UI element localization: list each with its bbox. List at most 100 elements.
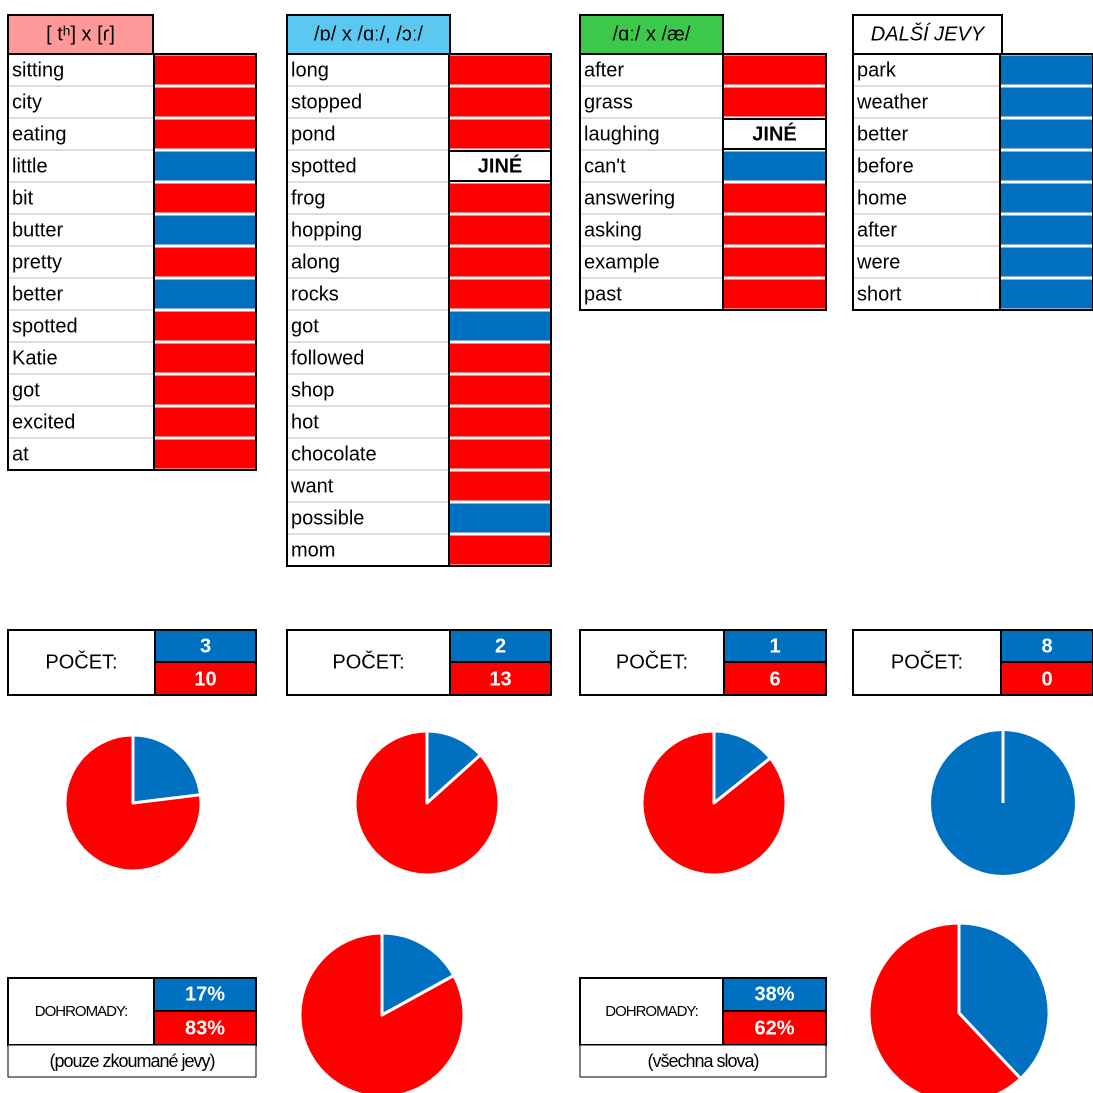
word-cell	[7, 85, 155, 119]
note: (pouze zkoumané jevy)	[49, 1051, 214, 1071]
total-label: DOHROMADY:	[35, 1003, 128, 1020]
word: can't	[584, 155, 626, 177]
mark-cell	[448, 470, 552, 502]
word: asking	[584, 219, 642, 241]
word: example	[584, 251, 660, 273]
mark-cell	[448, 54, 552, 86]
word: butter	[12, 219, 63, 241]
count-red: 6	[769, 668, 780, 690]
total-blue: 17%	[185, 983, 225, 1005]
word-cell	[579, 117, 724, 151]
mark-cell	[153, 438, 257, 470]
header-cell	[7, 14, 154, 55]
word-cell	[286, 85, 450, 119]
count-blue: 2	[495, 635, 506, 657]
word: past	[584, 283, 622, 305]
word-cell	[852, 117, 1001, 151]
mark-cell	[722, 278, 827, 310]
word: got	[12, 379, 40, 401]
word-cell	[286, 245, 450, 279]
word: hopping	[291, 219, 362, 241]
word-cell	[286, 277, 450, 311]
word-cell	[7, 53, 155, 87]
count-red-cell	[1000, 661, 1093, 696]
word: pretty	[12, 251, 62, 273]
word: park	[857, 59, 897, 81]
total-red: 83%	[185, 1017, 225, 1039]
count-red-cell	[154, 661, 257, 696]
word-cell	[579, 149, 724, 183]
pie-slice	[712, 729, 772, 805]
word: stopped	[291, 91, 362, 113]
table-border	[286, 53, 552, 567]
header-cell	[286, 14, 451, 55]
mark-cell	[999, 118, 1093, 150]
count-blue: 1	[769, 635, 780, 657]
word-cell	[286, 533, 450, 567]
word: little	[12, 155, 48, 177]
mark-cell	[999, 214, 1093, 246]
total-blue: 38%	[754, 983, 794, 1005]
table-border	[7, 53, 257, 471]
total-red: 62%	[754, 1017, 794, 1039]
table-border	[852, 53, 1093, 311]
word: rocks	[291, 283, 339, 305]
word: along	[291, 251, 340, 273]
pie-slice	[867, 921, 1023, 1093]
mark-cell	[448, 502, 552, 534]
mark-cell	[153, 182, 257, 214]
count-red-cell	[723, 661, 827, 696]
mark-cell	[153, 150, 257, 182]
mark-cell	[448, 182, 552, 214]
mark-cell	[722, 182, 827, 214]
header-cell	[852, 14, 1003, 55]
mark-cell	[153, 310, 257, 342]
count-label: POČET:	[616, 650, 688, 673]
total-label-cell	[579, 977, 724, 1046]
word: frog	[291, 187, 325, 209]
word: spotted	[291, 155, 357, 177]
word: bit	[12, 187, 34, 209]
word: spotted	[12, 315, 78, 337]
word: long	[291, 59, 329, 81]
count-red-cell	[449, 661, 552, 696]
header-text: DALŠÍ JEVY	[871, 22, 986, 45]
mark-cell	[722, 214, 827, 246]
mark-cell	[999, 86, 1093, 118]
word: city	[12, 91, 42, 113]
total-label-cell	[7, 977, 155, 1046]
word: shop	[291, 379, 334, 401]
mark-cell	[448, 342, 552, 374]
word-cell	[852, 245, 1001, 279]
mark-cell	[448, 438, 552, 470]
word-cell	[852, 181, 1001, 215]
mark-cell	[153, 86, 257, 118]
word-cell	[286, 181, 450, 215]
mark-cell	[448, 374, 552, 406]
count-blue-cell	[449, 629, 552, 663]
count-red: 10	[194, 668, 216, 690]
word: pond	[291, 123, 336, 145]
mark-cell	[448, 246, 552, 278]
pie-slice	[298, 931, 466, 1093]
word: laughing	[584, 123, 660, 145]
word: want	[290, 475, 334, 497]
word-cell	[7, 437, 155, 471]
mark-cell	[448, 118, 552, 150]
mark-cell	[153, 246, 257, 278]
mark-cell	[448, 310, 552, 342]
word: mom	[291, 539, 335, 561]
pie-slice	[131, 733, 202, 805]
word: possible	[291, 507, 364, 529]
word: better	[12, 283, 63, 305]
count-label: POČET:	[45, 650, 117, 673]
word-cell	[286, 373, 450, 407]
mark-cell	[153, 118, 257, 150]
mark-cell	[153, 54, 257, 86]
count-label: POČET:	[891, 650, 963, 673]
total-label: DOHROMADY:	[605, 1003, 698, 1020]
table-border	[579, 53, 827, 311]
word: at	[12, 443, 29, 465]
